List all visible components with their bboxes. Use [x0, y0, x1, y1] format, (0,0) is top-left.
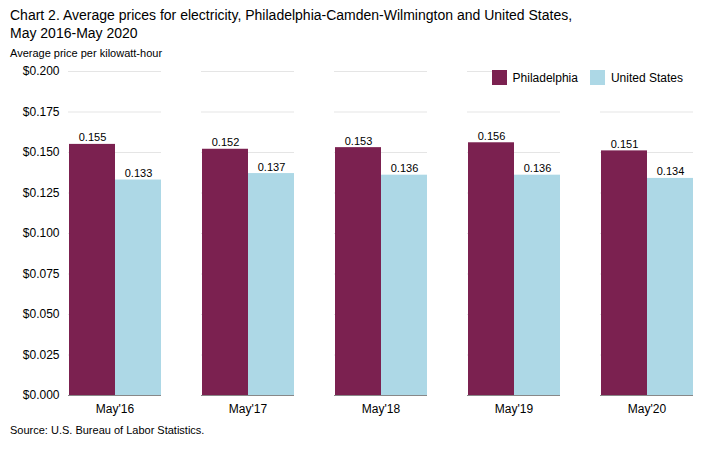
svg-text:$0.050: $0.050: [23, 307, 60, 321]
svg-text:$0.000: $0.000: [23, 388, 60, 402]
svg-text:May'16: May'16: [96, 402, 135, 416]
svg-text:0.133: 0.133: [125, 167, 153, 179]
svg-text:May'18: May'18: [362, 402, 401, 416]
svg-text:0.136: 0.136: [524, 162, 552, 174]
svg-text:0.153: 0.153: [345, 135, 373, 147]
html-text:United States: United States: [611, 70, 683, 85]
html-text:Philadelphia: Philadelphia: [512, 70, 578, 85]
svg-text:$0.150: $0.150: [23, 145, 60, 159]
svg-text:0.136: 0.136: [391, 162, 419, 174]
html-text:Source: U.S. Bureau of Labor S: Source: U.S. Bureau of Labor Statistics.: [10, 424, 205, 436]
svg-text:May'19: May'19: [495, 402, 534, 416]
svg-text:0.137: 0.137: [258, 161, 286, 173]
svg-text:0.151: 0.151: [611, 138, 639, 150]
html-text:Average price per kilowatt-hou: Average price per kilowatt-hour: [10, 47, 162, 59]
svg-text:$0.200: $0.200: [23, 64, 60, 78]
svg-text:0.134: 0.134: [657, 165, 685, 177]
svg-text:$0.175: $0.175: [23, 105, 60, 119]
svg-text:May'20: May'20: [628, 402, 667, 416]
svg-text:$0.100: $0.100: [23, 226, 60, 240]
svg-text:$0.025: $0.025: [23, 348, 60, 362]
html-text:May 2016-May 2020: May 2016-May 2020: [10, 25, 138, 41]
svg-text:May'17: May'17: [229, 402, 268, 416]
svg-text:$0.125: $0.125: [23, 186, 60, 200]
svg-text:0.155: 0.155: [79, 131, 107, 143]
svg-text:0.156: 0.156: [478, 130, 506, 142]
html-text:Chart 2. Average prices for el: Chart 2. Average prices for electricity,…: [10, 7, 573, 23]
svg-text:0.152: 0.152: [212, 136, 240, 148]
svg-text:$0.075: $0.075: [23, 267, 60, 281]
